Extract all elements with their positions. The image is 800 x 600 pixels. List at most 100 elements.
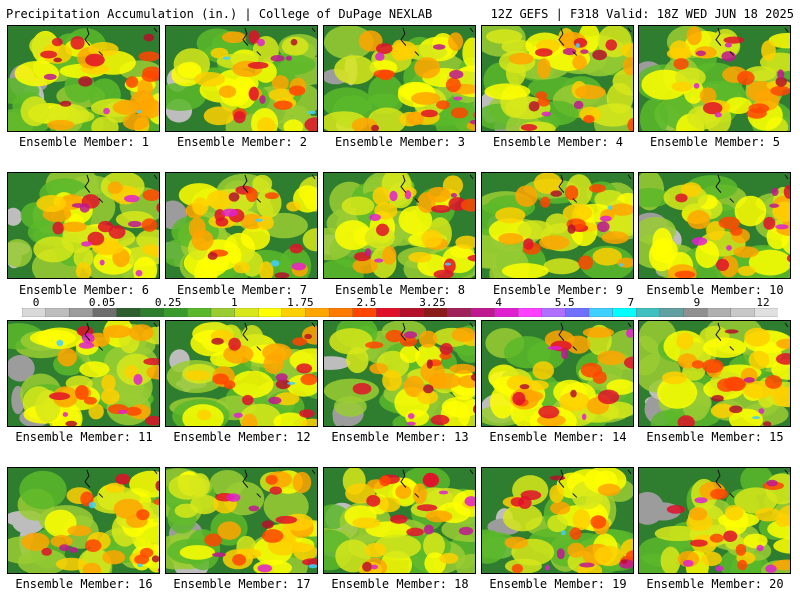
- coastline: [84, 27, 158, 56]
- colorbar-tick-label: 4: [495, 296, 502, 309]
- colorbar-segment: [494, 308, 519, 317]
- coastline: [715, 27, 789, 56]
- colorbar-segment: [541, 308, 567, 317]
- precip-field: [166, 321, 317, 426]
- coastline: [715, 174, 789, 203]
- colorbar-tick-label: 5.5: [554, 296, 575, 309]
- colorbar-segment: [139, 308, 165, 317]
- coastline: [242, 174, 316, 203]
- precip-field: [8, 321, 159, 426]
- ensemble-member-label: Ensemble Member: 3: [334, 135, 466, 149]
- colorbar-segment: [352, 308, 378, 317]
- ensemble-member-map-20: [638, 467, 791, 574]
- precip-field: [8, 468, 159, 573]
- ensemble-member-map-8: [323, 172, 476, 279]
- ensemble-member-map-17: [165, 467, 318, 574]
- ensemble-member-label: Ensemble Member: 19: [489, 577, 627, 591]
- coastline: [558, 27, 632, 56]
- header-bar: Precipitation Accumulation (in.) | Colle…: [0, 0, 800, 24]
- ensemble-member-label: Ensemble Member: 5: [649, 135, 781, 149]
- colorbar-segment: [565, 308, 590, 317]
- coastline: [715, 469, 789, 498]
- ensemble-member-label: Ensemble Member: 2: [176, 135, 308, 149]
- coastline: [558, 322, 632, 351]
- colorbar-segment: [22, 308, 47, 317]
- precip-field: [166, 173, 317, 278]
- colorbar-segment: [210, 308, 236, 317]
- colorbar-segment: [754, 308, 778, 317]
- ensemble-member-label: Ensemble Member: 7: [176, 283, 308, 297]
- ensemble-member-label: Ensemble Member: 11: [15, 430, 153, 444]
- precip-field: [639, 468, 790, 573]
- ensemble-member-label: Ensemble Member: 20: [646, 577, 784, 591]
- ensemble-member-label: Ensemble Member: 9: [492, 283, 624, 297]
- colorbar-segment: [470, 308, 496, 317]
- ensemble-member-label: Ensemble Member: 13: [331, 430, 469, 444]
- precip-field: [8, 26, 159, 131]
- colorbar-segment: [258, 308, 283, 317]
- ensemble-member-map-4: [481, 25, 634, 132]
- colorbar-segment: [281, 308, 307, 317]
- ensemble-member-label: Ensemble Member: 6: [18, 283, 150, 297]
- precip-field: [482, 26, 633, 131]
- precip-field: [8, 173, 159, 278]
- coastline: [242, 27, 316, 56]
- precip-field: [166, 468, 317, 573]
- colorbar-segment: [234, 308, 259, 317]
- colorbar-segment: [69, 308, 94, 317]
- colorbar-segment: [683, 308, 708, 317]
- ensemble-member-map-12: [165, 320, 318, 427]
- ensemble-member-map-15: [638, 320, 791, 427]
- ensemble-member-map-7: [165, 172, 318, 279]
- coastline: [558, 174, 632, 203]
- colorbar-segment: [376, 308, 401, 317]
- ensemble-member-map-2: [165, 25, 318, 132]
- colorbar-tick-label: 7: [627, 296, 635, 309]
- coastline: [400, 469, 474, 498]
- colorbar-segment: [92, 308, 118, 317]
- colorbar-segment: [636, 308, 661, 317]
- ensemble-member-map-3: [323, 25, 476, 132]
- precip-field: [639, 321, 790, 426]
- colorbar-segment: [45, 308, 70, 317]
- ensemble-member-label: Ensemble Member: 17: [173, 577, 311, 591]
- colorbar-segment: [399, 308, 425, 317]
- colorbar-segment: [588, 308, 614, 317]
- precip-field: [482, 468, 633, 573]
- colorbar-segment: [305, 308, 330, 317]
- colorbar-segment: [163, 308, 189, 317]
- colorbar-segment: [423, 308, 448, 317]
- colorbar-segment: [730, 308, 756, 317]
- colorbar-tick-label: 12: [756, 296, 770, 309]
- ensemble-member-map-13: [323, 320, 476, 427]
- ensemble-member-map-14: [481, 320, 634, 427]
- colorbar: [22, 308, 778, 317]
- coastline: [84, 469, 158, 498]
- ensemble-member-map-18: [323, 467, 476, 574]
- colorbar-segment: [447, 308, 472, 317]
- ensemble-member-label: Ensemble Member: 16: [15, 577, 153, 591]
- precip-field: [324, 173, 475, 278]
- ensemble-member-map-1: [7, 25, 160, 132]
- colorbar-segment: [706, 308, 732, 317]
- coastline: [400, 27, 474, 56]
- colorbar-tick-label: 9: [693, 296, 701, 309]
- ensemble-member-map-10: [638, 172, 791, 279]
- valid-time-label: 12Z GEFS | F318 Valid: 18Z WED JUN 18 20…: [490, 7, 794, 21]
- colorbar-tick-label: 0: [32, 296, 40, 309]
- coastline: [242, 469, 316, 498]
- precip-field: [639, 173, 790, 278]
- ensemble-member-map-9: [481, 172, 634, 279]
- precip-field: [482, 173, 633, 278]
- ensemble-member-label: Ensemble Member: 1: [18, 135, 150, 149]
- ensemble-member-map-19: [481, 467, 634, 574]
- precip-field: [324, 321, 475, 426]
- coastline: [558, 469, 632, 498]
- ensemble-member-label: Ensemble Member: 12: [173, 430, 311, 444]
- colorbar-tick-label: 1: [230, 296, 238, 309]
- colorbar-segment: [517, 308, 543, 317]
- precip-field: [324, 26, 475, 131]
- coastline: [84, 322, 158, 351]
- precip-field: [324, 468, 475, 573]
- ensemble-member-map-11: [7, 320, 160, 427]
